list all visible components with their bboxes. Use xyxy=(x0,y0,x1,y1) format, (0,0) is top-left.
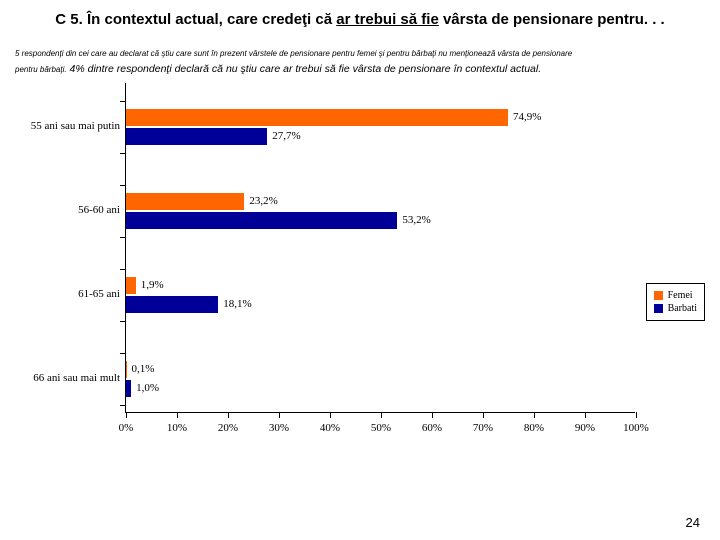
y-tick xyxy=(120,101,126,102)
bar-label-femei: 0,1% xyxy=(132,363,155,375)
legend-swatch xyxy=(654,304,663,313)
legend-item: Barbati xyxy=(654,302,697,315)
page-title: C 5. În contextul actual, care credeţi c… xyxy=(15,10,705,38)
x-tick xyxy=(534,412,535,418)
x-tick-label: 80% xyxy=(524,422,544,434)
category-label: 61-65 ani xyxy=(0,288,120,300)
bar-label-femei: 23,2% xyxy=(249,195,277,207)
y-tick xyxy=(120,269,126,270)
bar-label-barbati: 53,2% xyxy=(402,214,430,226)
legend-label: Femei xyxy=(668,290,693,301)
page-number: 24 xyxy=(686,515,700,530)
y-tick xyxy=(120,185,126,186)
plot-area: 0%10%20%30%40%50%60%70%80%90%100%74,9%27… xyxy=(125,83,635,413)
bar-label-femei: 1,9% xyxy=(141,279,164,291)
x-tick-label: 40% xyxy=(320,422,340,434)
category-label: 55 ani sau mai putin xyxy=(0,120,120,132)
y-tick xyxy=(120,321,126,322)
bar-femei xyxy=(126,277,136,294)
x-tick-label: 100% xyxy=(623,422,649,434)
title-prefix: C 5. În contextul actual, care credeţi c… xyxy=(55,11,336,28)
legend-label: Barbati xyxy=(668,303,697,314)
bar-label-barbati: 1,0% xyxy=(136,382,159,394)
x-tick-label: 0% xyxy=(119,422,134,434)
footnote-1: 5 respondenţi din cei care au declarat c… xyxy=(15,48,705,59)
bar-chart: 0% 10% 20% 30% 40% 50% 60% 70% 80% 90% 100% 74,9% 27… xyxy=(15,83,705,448)
legend: Femei Barbati xyxy=(646,283,705,321)
bar-femei xyxy=(126,193,244,210)
x-tick-label: 20% xyxy=(218,422,238,434)
category-label: 66 ani sau mai mult xyxy=(0,372,120,384)
footnote-2-main: 4% dintre respondenţi declară că nu ştiu… xyxy=(67,63,542,75)
title-underline: ar trebui să fie xyxy=(336,11,439,28)
x-tick xyxy=(432,412,433,418)
y-tick xyxy=(120,353,126,354)
x-tick-label: 10% xyxy=(167,422,187,434)
footnote-2: pentru bărbaţi. 4% dintre respondenţi de… xyxy=(15,63,705,75)
x-tick xyxy=(381,412,382,418)
y-tick xyxy=(120,237,126,238)
x-tick xyxy=(585,412,586,418)
legend-swatch xyxy=(654,291,663,300)
x-tick xyxy=(279,412,280,418)
bar-barbati xyxy=(126,380,131,397)
bar-label-barbati: 18,1% xyxy=(223,298,251,310)
bar-femei xyxy=(126,361,127,378)
x-tick xyxy=(483,412,484,418)
category-label: 56-60 ani xyxy=(0,204,120,216)
y-tick xyxy=(120,405,126,406)
x-tick-label: 30% xyxy=(269,422,289,434)
y-tick xyxy=(120,153,126,154)
x-tick-label: 50% xyxy=(371,422,391,434)
bar-label-femei: 74,9% xyxy=(513,111,541,123)
bar-femei xyxy=(126,109,508,126)
x-tick-label: 90% xyxy=(575,422,595,434)
x-tick xyxy=(126,412,127,418)
title-suffix: vârsta de pensionare pentru. . . xyxy=(439,11,665,28)
bar-barbati xyxy=(126,212,397,229)
legend-item: Femei xyxy=(654,289,697,302)
x-tick xyxy=(228,412,229,418)
footnote-2-prefix: pentru bărbaţi. xyxy=(15,65,67,74)
bar-barbati xyxy=(126,128,267,145)
x-tick-label: 60% xyxy=(422,422,442,434)
x-tick xyxy=(330,412,331,418)
x-tick xyxy=(177,412,178,418)
bar-barbati xyxy=(126,296,218,313)
x-tick xyxy=(636,412,637,418)
x-tick-label: 70% xyxy=(473,422,493,434)
bar-label-barbati: 27,7% xyxy=(272,130,300,142)
